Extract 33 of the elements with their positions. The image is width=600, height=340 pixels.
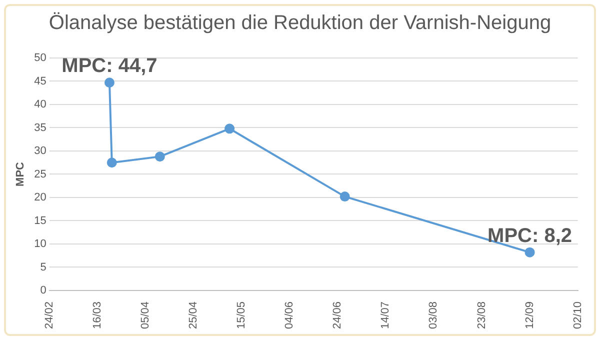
x-tick-label: 14/07 [380,301,392,330]
x-tick-label: 03/08 [428,301,440,330]
x-tick-label: 24/02 [43,301,56,330]
x-tick-label: 25/04 [188,301,200,330]
annotation: MPC: 44,7 [62,55,158,78]
point [106,158,117,168]
point [340,192,350,202]
x-tick-label: 12/09 [524,301,536,330]
x-tick-label: 02/10 [572,301,584,330]
y-tick-label: 25 [34,168,46,180]
y-tick-label: 30 [34,145,46,158]
x-tick-label: 16/03 [92,301,104,330]
y-tick-label: 50 [34,52,46,64]
x-tick-label: 05/04 [140,301,152,330]
x-tick-label: 23/08 [476,301,488,330]
y-tick-label: 15 [34,214,46,227]
y-tick-label: 45 [34,75,46,88]
y-axis-title: MPC [14,162,27,186]
y-tick-label: 0 [40,284,46,297]
x-tick-label: 15/05 [236,301,248,330]
y-tick-label: 35 [34,122,46,134]
y-tick-label: 10 [34,238,46,250]
annotation: MPC: 8,2 [488,224,572,247]
point [224,124,235,134]
y-tick-label: 40 [34,98,46,111]
y-tick-label: 5 [40,261,46,274]
point [524,247,535,258]
x-tick-label: 24/06 [332,301,344,330]
x-tick-label: 04/06 [284,301,296,330]
y-tick-label: 20 [34,192,46,204]
point [104,78,114,88]
chart-title: Ölanalyse bestätigen die Reduktion der Varnish-Neigung [48,12,552,35]
point [154,152,165,162]
